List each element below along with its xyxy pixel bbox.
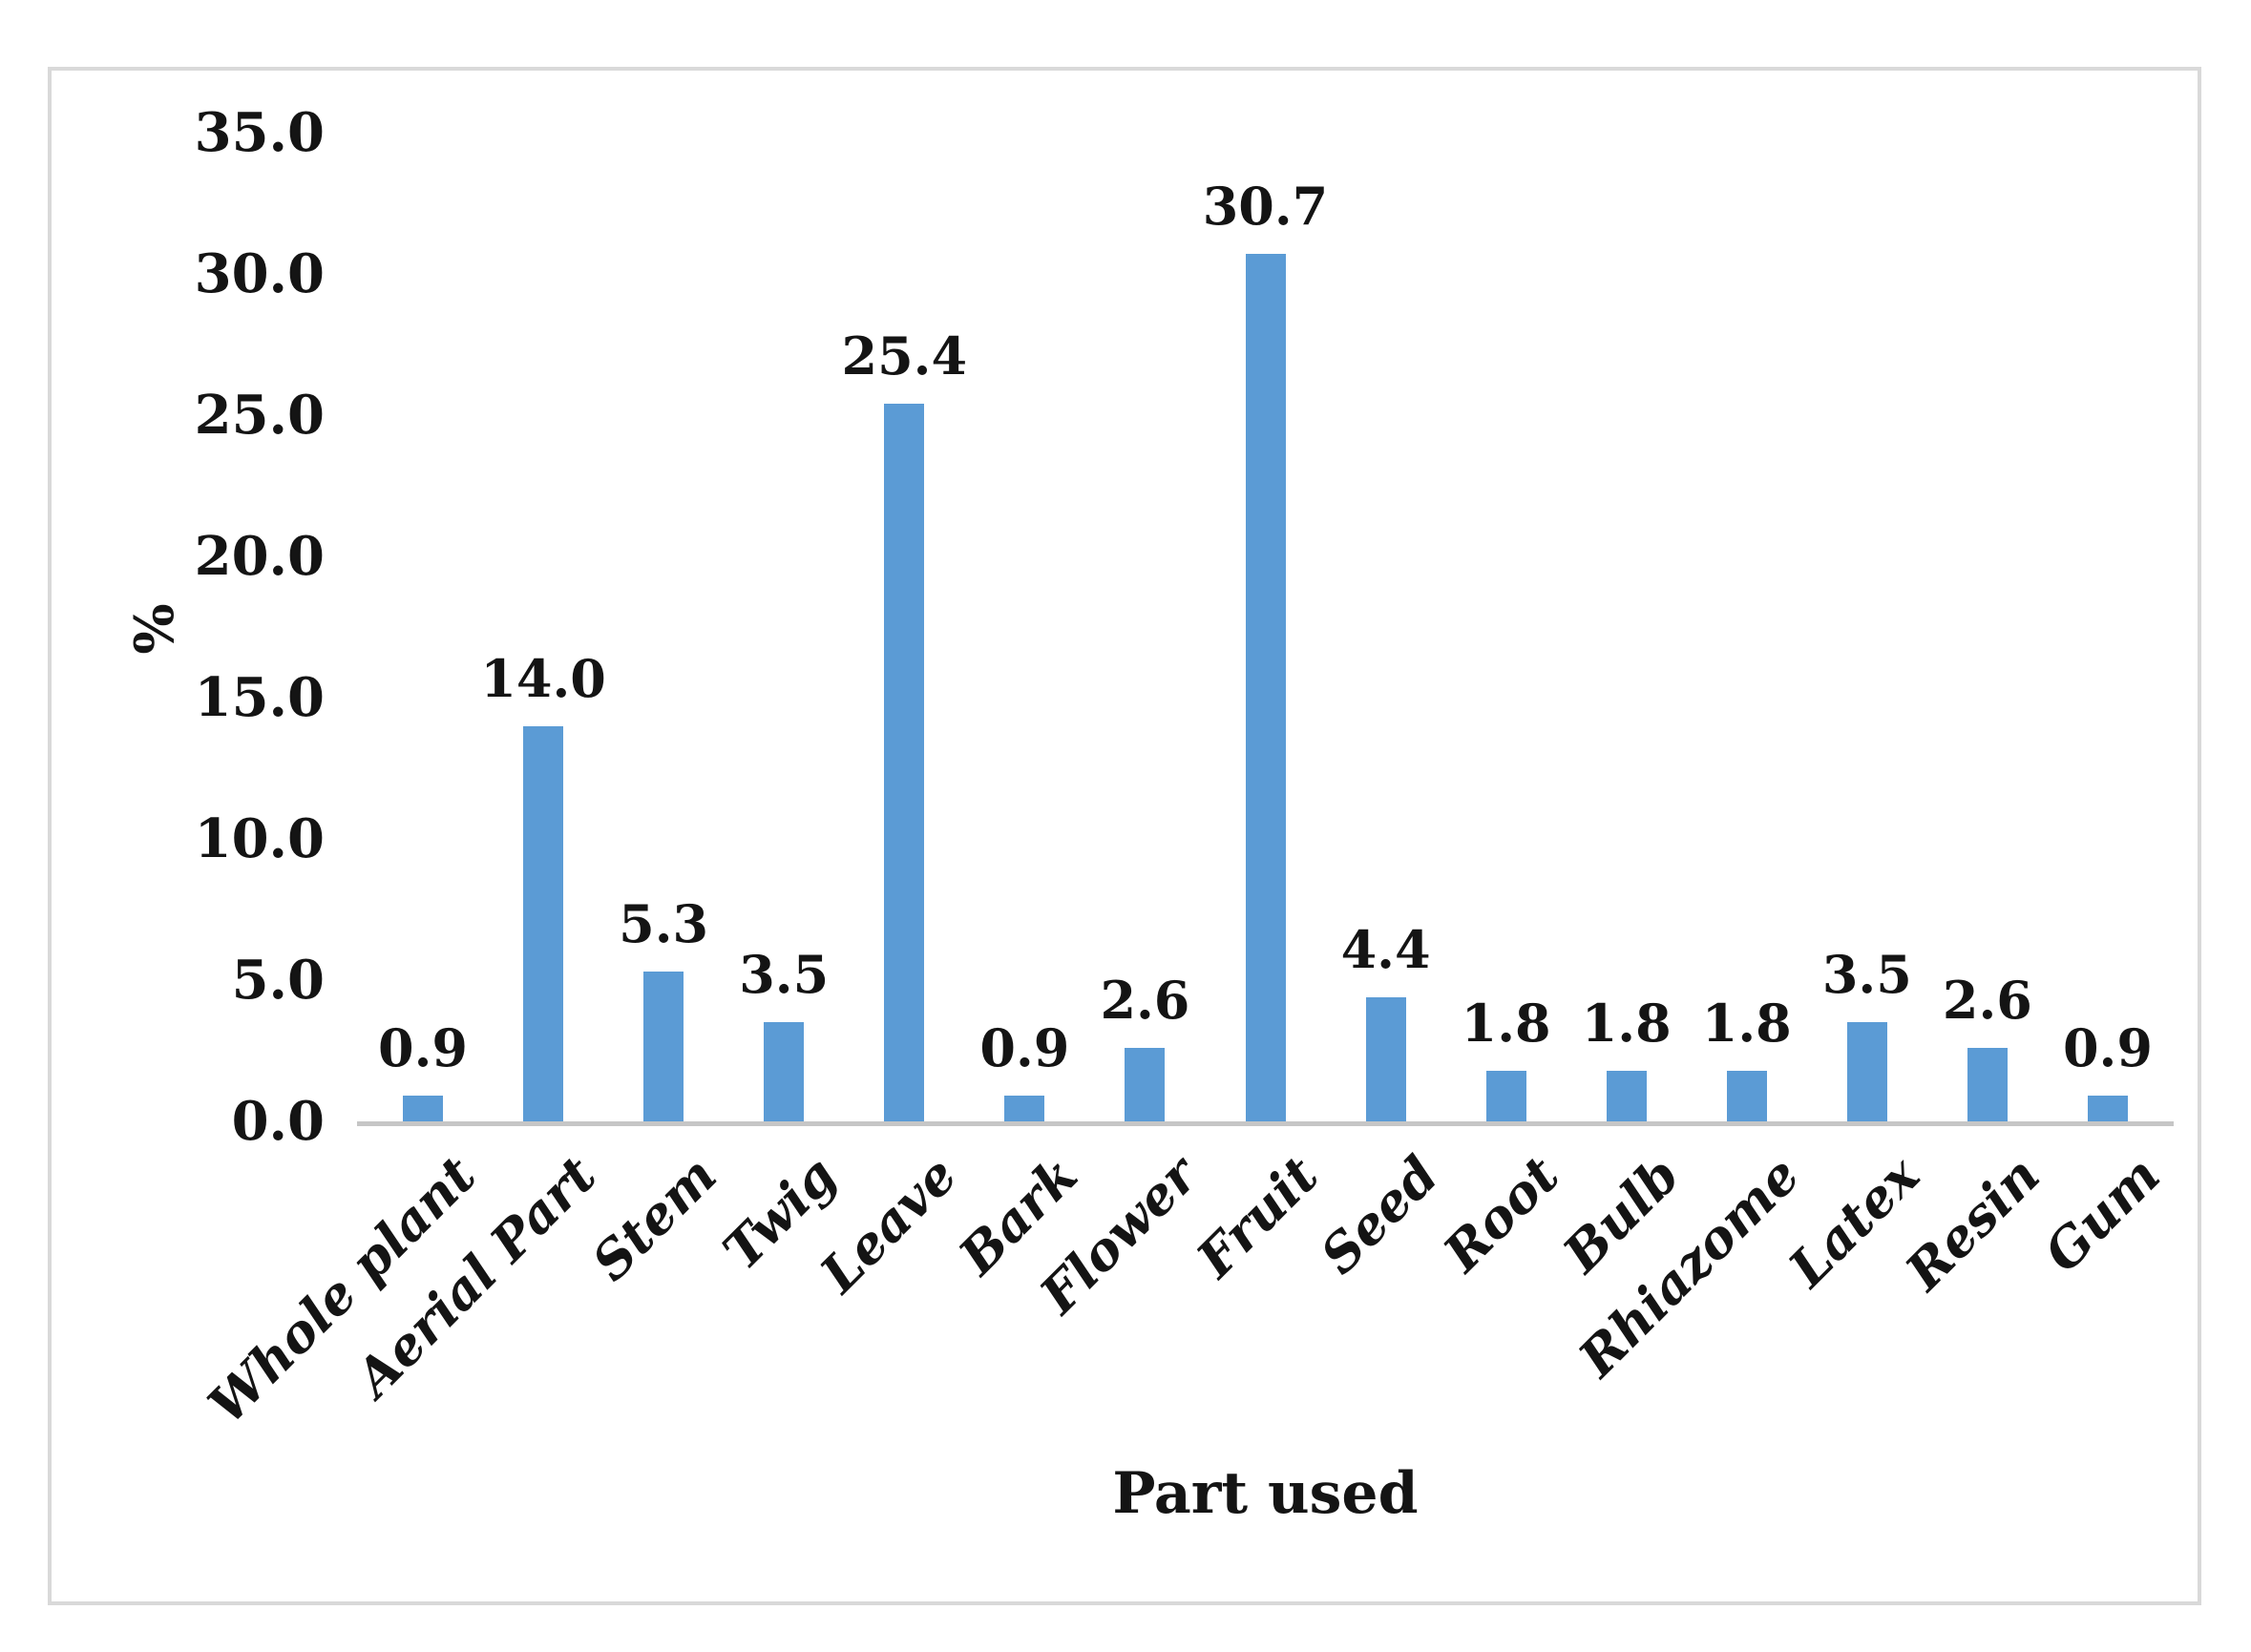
bar-value-label: 3.5 (1821, 944, 1912, 1006)
category-label-resin: Resin (1894, 1144, 2052, 1303)
y-tick-label: 30.0 (194, 242, 325, 305)
bar-bulb (1606, 1070, 1647, 1121)
bar-value-label: 1.8 (1581, 992, 1672, 1054)
y-tick-label: 5.0 (231, 949, 325, 1012)
bar-flower (1125, 1048, 1166, 1121)
bar-aerial-part (523, 725, 564, 1121)
bar-value-label: 3.5 (739, 944, 830, 1006)
bar-resin (1967, 1048, 2008, 1121)
y-tick-label: 25.0 (194, 384, 325, 447)
y-tick-label: 35.0 (194, 101, 325, 164)
bar-value-label: 1.8 (1461, 992, 1551, 1054)
category-label-fruit: Fruit (1185, 1144, 1330, 1289)
category-label-seed: Seed (1308, 1144, 1450, 1286)
bar-seed (1365, 996, 1406, 1121)
category-label-stem: Stem (579, 1144, 728, 1293)
category-label-gum: Gum (2032, 1144, 2173, 1285)
bar-value-label: 2.6 (1942, 970, 2032, 1032)
bar-stem (643, 972, 684, 1121)
bar-root (1485, 1070, 1526, 1121)
bar-rhiazome (1726, 1070, 1767, 1121)
bar-value-label: 5.3 (619, 893, 709, 955)
bar-leave (884, 404, 925, 1121)
bar-value-label: 0.9 (378, 1017, 468, 1079)
x-axis-line (357, 1121, 2174, 1126)
y-tick-label: 15.0 (194, 666, 325, 729)
x-axis-title: Part used (1112, 1460, 1419, 1527)
bar-value-label: 0.9 (2062, 1017, 2153, 1079)
bar-value-label: 2.6 (1100, 970, 1190, 1032)
category-label-latex: Latex (1777, 1144, 1932, 1299)
chart-panel (48, 67, 2201, 1605)
y-tick-label: 10.0 (194, 807, 325, 870)
bar-value-label: 4.4 (1340, 918, 1431, 980)
bar-value-label: 1.8 (1701, 992, 1792, 1054)
bar-value-label: 14.0 (480, 647, 606, 709)
y-tick-label: 0.0 (231, 1090, 325, 1153)
bar-whole-plant (403, 1096, 444, 1121)
category-label-root: Root (1431, 1144, 1570, 1284)
y-tick-label: 20.0 (194, 525, 325, 588)
bar-value-label: 0.9 (979, 1017, 1070, 1079)
category-label-leave: Leave (808, 1144, 969, 1305)
bar-bark (1004, 1096, 1045, 1121)
bar-latex (1846, 1022, 1887, 1121)
bar-value-label: 30.7 (1202, 176, 1329, 238)
bar-value-label: 25.4 (841, 325, 968, 387)
bar-fruit (1245, 254, 1286, 1121)
bar-twig (764, 1022, 805, 1121)
bar-gum (2087, 1096, 2128, 1121)
